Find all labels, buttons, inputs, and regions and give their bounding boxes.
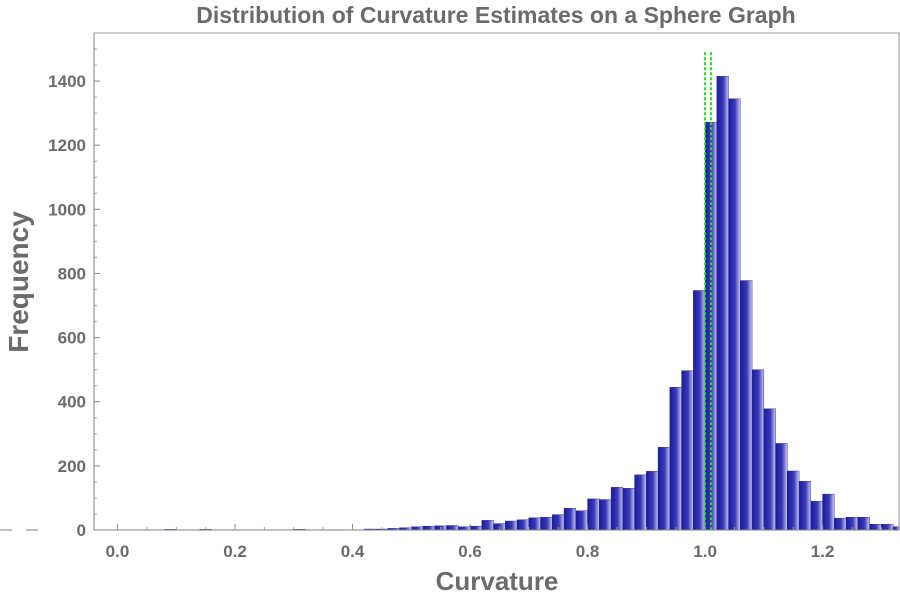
histogram-bar [775, 443, 788, 531]
histogram-bar [599, 499, 612, 531]
y-tick-label: 1400 [48, 72, 86, 91]
y-axis-label: Frequency [3, 211, 34, 353]
histogram-bar [681, 370, 694, 531]
histogram-bar [516, 519, 530, 531]
histogram-bar [528, 517, 541, 531]
histogram-bar [810, 500, 823, 531]
y-tick-label: 200 [58, 457, 86, 476]
histogram-bar [646, 471, 659, 531]
histogram-bar [787, 470, 800, 531]
histogram-bar [540, 516, 553, 531]
x-axis-ticks: 0.0 0.2 0.4 0.6 0.8 1.0 1.2 [106, 524, 882, 561]
x-axis-label: Curvature [436, 566, 559, 596]
histogram-bar [505, 520, 518, 531]
histogram-bar [869, 524, 882, 531]
x-tick-label: 0.6 [458, 542, 482, 561]
x-tick-label: 0.4 [341, 542, 365, 561]
histogram-bar [669, 387, 682, 531]
histogram-bar [751, 369, 765, 531]
y-tick-label: 1200 [48, 136, 86, 155]
histogram-bar [716, 76, 729, 531]
histogram-bar [610, 487, 624, 531]
histogram-bar [563, 508, 577, 531]
chart-title: Distribution of Curvature Estimates on a… [196, 2, 796, 28]
histogram-bar [740, 280, 753, 531]
histogram-bar [469, 525, 483, 531]
histogram-bar [634, 474, 647, 531]
y-axis-ticks: 0 200 400 600 800 1000 1200 1400 [48, 32, 100, 540]
x-tick-label: 0.8 [576, 542, 600, 561]
histogram-bar [798, 481, 812, 531]
histogram-bar [834, 517, 847, 531]
bars-group [164, 76, 900, 531]
y-tick-label: 1000 [48, 200, 86, 219]
histogram-bar [481, 520, 494, 531]
histogram-bar [881, 524, 894, 531]
histogram-bar [822, 493, 835, 531]
histogram-bar [422, 525, 435, 531]
histogram-bar [622, 488, 635, 531]
histogram-bar [693, 290, 706, 531]
histogram-bar [763, 408, 776, 531]
histogram-bar [857, 516, 870, 531]
x-tick-label: 1.0 [693, 542, 717, 561]
y-tick-label: 800 [58, 264, 86, 283]
x-tick-label: 1.2 [811, 542, 835, 561]
x-tick-label: 0.0 [106, 542, 130, 561]
y-tick-label: 600 [58, 329, 86, 348]
histogram-bar [575, 510, 588, 531]
histogram-bar [446, 525, 459, 531]
histogram-bar [657, 447, 671, 531]
y-tick-label: 400 [58, 393, 86, 412]
histogram-bar [587, 498, 600, 531]
histogram-bar [728, 98, 741, 531]
y-tick-label: 0 [77, 521, 86, 540]
x-tick-label: 0.2 [223, 542, 247, 561]
